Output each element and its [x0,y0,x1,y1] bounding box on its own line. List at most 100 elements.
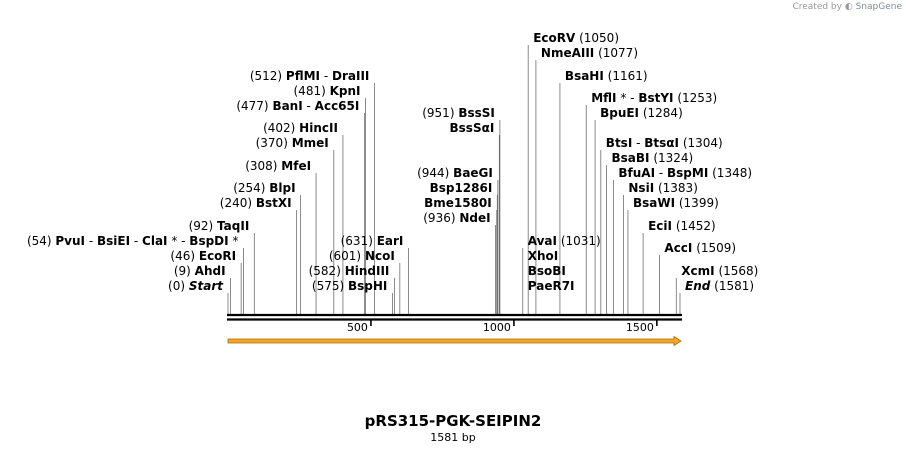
label-part: ClaI [142,234,167,248]
label-part: End [685,279,711,293]
site-label-taqii[interactable]: (92) TaqII [189,219,250,233]
label-part: BsaHI [565,69,604,83]
site-label-ahdi[interactable]: (9) AhdI [174,264,226,278]
site-label-bani[interactable]: (477) BanI - Acc65I [236,99,359,113]
label-part: KpnI [330,84,361,98]
snapgene-logo-icon: ◐ [844,2,853,12]
site-label-bsabi[interactable]: BsaBI (1324) [612,151,694,165]
label-part: Acc65I [315,99,360,113]
label-part: - [85,234,97,248]
label-part: EciI [648,219,672,233]
label-part: AvaI [528,234,557,248]
label-part: EcoRI [199,249,236,263]
label-part: - [303,99,315,113]
label-part: (1452) [672,219,716,233]
label-part: MflI [591,91,616,105]
plasmid-length: 1581 bp [430,431,476,444]
label-part: BspHI [348,279,387,293]
label-part: MmeI [292,136,329,150]
site-label-bfuai[interactable]: BfuAI - BspMI (1348) [618,166,752,180]
site-label-bsobi[interactable]: BsoBI [528,264,566,278]
credit-brand: SnapGene [855,2,902,12]
site-label-eari[interactable]: (631) EarI [341,234,404,248]
label-part: BspDI [189,234,228,248]
label-part: (370) [256,136,292,150]
site-label-mfei[interactable]: (308) MfeI [245,159,311,173]
site-label-acci[interactable]: AccI (1509) [664,241,736,255]
ruler-tick-label: 1500 [626,321,654,334]
site-label-pvui[interactable]: (54) PvuI - BsiEI - ClaI * - BspDI * [27,234,239,248]
label-part: EarI [377,234,404,248]
label-part: BspMI [667,166,708,180]
label-part: * - [617,91,639,105]
site-label-mfli[interactable]: MflI * - BstYI (1253) [591,91,717,105]
label-part: AccI [664,241,692,255]
label-part: Start [189,279,224,293]
site-label-end[interactable]: End (1581) [685,279,754,293]
label-part: (240) [220,196,256,210]
label-part: (1031) [557,234,601,248]
site-label-ncoi[interactable]: (601) NcoI [329,249,395,263]
site-label-hindiii[interactable]: (582) HindIII [309,264,390,278]
site-label-ecori[interactable]: (46) EcoRI [170,249,236,263]
label-part: MfeI [281,159,311,173]
feature-arrow [227,335,682,347]
label-part: (477) [236,99,272,113]
site-label-bsawi[interactable]: BsaWI (1399) [633,196,719,210]
site-label-ecii[interactable]: EciI (1452) [648,219,716,233]
site-label-bsp1286i[interactable]: Bsp1286I [430,181,493,195]
label-part: (936) [423,211,459,225]
site-label-bsphi[interactable]: (575) BspHI [312,279,387,293]
label-part: * - [168,234,190,248]
label-part: (582) [309,264,345,278]
site-label-mmei[interactable]: (370) MmeI [256,136,329,150]
label-part: Bsp1286I [430,181,493,195]
label-part: (0) [168,279,189,293]
site-label-bme1580i[interactable]: Bme1580I [424,196,492,210]
site-label-hincii[interactable]: (402) HincII [263,121,338,135]
label-part: (1509) [692,241,736,255]
ruler-tick-label: 1000 [483,321,511,334]
label-part: PflMI [286,69,320,83]
site-label-bstxi[interactable]: (240) BstXI [220,196,292,210]
orange-feature-arrow [227,335,682,347]
plasmid-name: pRS315-PGK-SEIPIN2 [364,412,542,430]
label-part: (1399) [675,196,719,210]
site-label-ndei[interactable]: (936) NdeI [423,211,490,225]
label-part: BssSI [458,106,495,120]
site-label-bsss-i[interactable]: BssSαI [450,121,495,135]
site-label-avai[interactable]: AvaI (1031) [528,234,601,248]
label-part: (481) [294,84,330,98]
site-label-bpuei[interactable]: BpuEI (1284) [600,106,683,120]
site-label-blpi[interactable]: (254) BlpI [233,181,295,195]
label-part: Bme1580I [424,196,492,210]
label-part: (254) [233,181,269,195]
label-part: (46) [170,249,198,263]
site-label-baegi[interactable]: (944) BaeGI [417,166,493,180]
label-part: (1304) [679,136,723,150]
label-part: NsiI [628,181,654,195]
label-part: - [320,69,332,83]
label-part: PaeR7I [528,279,575,293]
site-label-ecorv[interactable]: EcoRV (1050) [533,31,619,45]
site-label-xhoi[interactable]: XhoI [528,249,559,263]
label-part: BanI [272,99,302,113]
label-part: BtsαI [644,136,679,150]
site-label-pflmi[interactable]: (512) PflMI - DraIII [250,69,370,83]
label-part: BpuEI [600,106,639,120]
site-label-nsii[interactable]: NsiI (1383) [628,181,697,195]
site-label-start[interactable]: (0) Start [168,279,224,293]
site-label-kpni[interactable]: (481) KpnI [294,84,361,98]
label-part: EcoRV [533,31,576,45]
label-part: BsiEI [97,234,130,248]
site-label-xcmi[interactable]: XcmI (1568) [681,264,758,278]
label-part: (9) [174,264,195,278]
label-part: (1050) [575,31,619,45]
site-label-nmeaiii[interactable]: NmeAIII (1077) [541,46,638,60]
site-label-btsi[interactable]: BtsI - BtsαI (1304) [606,136,723,150]
credit-prefix: Created by [792,2,842,12]
site-label-bsahi[interactable]: BsaHI (1161) [565,69,648,83]
site-label-bsssi[interactable]: (951) BssSI [422,106,495,120]
site-label-paer7i[interactable]: PaeR7I [528,279,575,293]
label-part: TaqII [217,219,249,233]
